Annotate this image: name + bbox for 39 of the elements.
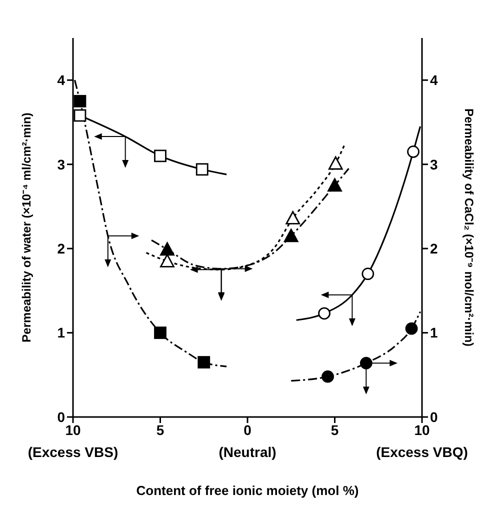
y2-tick-label: 4 — [430, 72, 438, 88]
point — [360, 356, 372, 370]
y-tick-label: 0 — [57, 408, 66, 425]
point — [328, 156, 343, 170]
point — [328, 178, 342, 192]
y2-tick-label: 0 — [430, 408, 438, 425]
x-tick-label: 10 — [65, 422, 81, 438]
x-tick-label: 0 — [244, 422, 252, 438]
y-tick-label: 3 — [57, 156, 66, 172]
point — [198, 356, 210, 368]
point — [160, 242, 174, 256]
y-tick-label: 4 — [57, 72, 66, 88]
x-axis-title: Content of free ionic moiety (mol %) — [136, 483, 359, 498]
point — [154, 326, 166, 339]
x-tick-label: 10 — [414, 422, 430, 438]
x-tick-label: 5 — [330, 422, 339, 438]
point — [196, 163, 208, 176]
point — [160, 254, 174, 268]
y-tick-label: 1 — [57, 324, 66, 341]
x-tick-label: 5 — [156, 422, 164, 438]
y-axis-title: Permeability of water (×10⁻⁴ ml/cm²·min) — [19, 112, 34, 342]
point — [318, 307, 330, 320]
point — [407, 146, 420, 158]
point — [74, 109, 86, 122]
y2-axis-title: Permeability of CaCl₂ (×10⁻⁹ mol/cm²·min) — [462, 108, 476, 347]
y2-tick-label: 2 — [430, 240, 438, 257]
point — [322, 370, 334, 383]
y2-tick-label: 3 — [430, 156, 438, 172]
text: (Neutral) — [218, 444, 276, 460]
point — [74, 94, 86, 108]
y-tick-label: 2 — [57, 240, 66, 257]
point — [362, 268, 374, 280]
point — [284, 228, 298, 242]
point — [286, 211, 300, 224]
point — [405, 322, 418, 335]
text: (Excess VBS) — [28, 444, 118, 460]
y2-tick-label: 1 — [430, 324, 438, 341]
text: (Excess VBQ) — [376, 444, 468, 460]
point — [154, 150, 166, 162]
